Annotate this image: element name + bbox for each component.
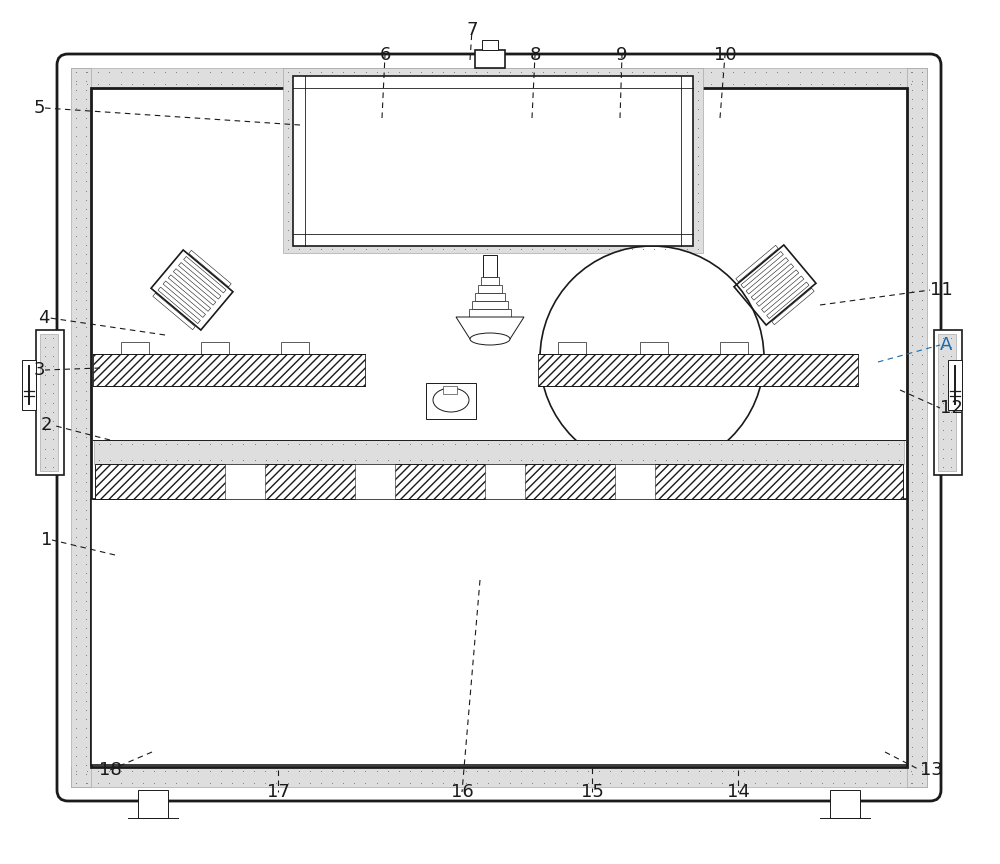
Polygon shape — [767, 282, 809, 319]
Text: 6: 6 — [379, 46, 391, 64]
Bar — [443, 386, 457, 394]
Polygon shape — [179, 263, 221, 299]
Bar — [830, 790, 860, 818]
Bar — [426, 383, 476, 419]
Bar — [355, 464, 395, 499]
Bar — [538, 354, 858, 386]
Polygon shape — [189, 251, 231, 287]
Bar — [138, 790, 168, 818]
Bar — [938, 334, 956, 471]
Circle shape — [540, 246, 764, 470]
Polygon shape — [751, 264, 794, 300]
Bar — [121, 342, 149, 354]
Bar — [907, 68, 927, 787]
Bar — [71, 767, 927, 787]
Text: 18: 18 — [99, 761, 121, 779]
Polygon shape — [772, 289, 814, 325]
Polygon shape — [456, 317, 524, 339]
Text: A: A — [940, 336, 952, 354]
Bar — [475, 50, 505, 68]
Text: 1: 1 — [41, 531, 52, 549]
Text: 16: 16 — [451, 783, 473, 801]
Polygon shape — [756, 270, 799, 307]
Bar — [94, 440, 904, 464]
Bar — [293, 76, 693, 246]
Polygon shape — [158, 287, 200, 323]
Bar — [71, 68, 927, 88]
Text: 10: 10 — [714, 46, 736, 64]
Bar — [934, 330, 962, 475]
Bar — [225, 464, 265, 499]
Polygon shape — [168, 275, 211, 311]
Bar — [281, 342, 309, 354]
Polygon shape — [153, 293, 195, 330]
Bar — [95, 464, 903, 499]
Bar — [478, 285, 502, 293]
Text: 14: 14 — [727, 783, 749, 801]
Polygon shape — [762, 276, 804, 313]
Bar — [71, 68, 91, 787]
Text: 9: 9 — [616, 46, 628, 64]
Polygon shape — [741, 251, 783, 288]
Bar — [36, 330, 64, 475]
Bar — [475, 293, 505, 301]
Ellipse shape — [433, 388, 469, 412]
Text: 13: 13 — [920, 761, 943, 779]
Text: 17: 17 — [267, 783, 289, 801]
Bar — [948, 360, 962, 410]
Text: 7: 7 — [466, 21, 478, 39]
Text: 15: 15 — [581, 783, 603, 801]
Text: 12: 12 — [940, 399, 963, 417]
FancyBboxPatch shape — [57, 54, 941, 801]
Bar — [720, 342, 748, 354]
Polygon shape — [736, 245, 778, 282]
Bar — [640, 342, 668, 354]
Bar — [481, 277, 499, 285]
Text: 2: 2 — [40, 416, 52, 434]
Bar — [93, 354, 365, 386]
Polygon shape — [746, 257, 788, 294]
Bar — [472, 301, 508, 309]
Bar — [615, 464, 655, 499]
Bar — [283, 68, 703, 253]
Text: 8: 8 — [529, 46, 541, 64]
Polygon shape — [173, 269, 216, 305]
Text: 3: 3 — [34, 361, 45, 379]
Text: 11: 11 — [930, 281, 953, 299]
Bar — [91, 499, 907, 765]
Bar — [485, 464, 525, 499]
Bar — [40, 334, 58, 471]
Polygon shape — [184, 257, 226, 293]
Text: 5: 5 — [34, 99, 45, 117]
Bar — [469, 309, 511, 317]
Bar — [201, 342, 229, 354]
Bar — [558, 342, 586, 354]
Bar — [22, 360, 36, 410]
Polygon shape — [163, 281, 205, 317]
Bar — [482, 40, 498, 50]
Text: 4: 4 — [38, 309, 50, 327]
Bar — [483, 255, 497, 277]
Ellipse shape — [470, 333, 510, 345]
Bar — [91, 88, 907, 767]
